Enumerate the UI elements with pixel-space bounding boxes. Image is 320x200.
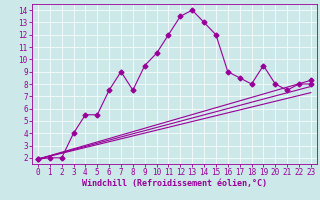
X-axis label: Windchill (Refroidissement éolien,°C): Windchill (Refroidissement éolien,°C) xyxy=(82,179,267,188)
